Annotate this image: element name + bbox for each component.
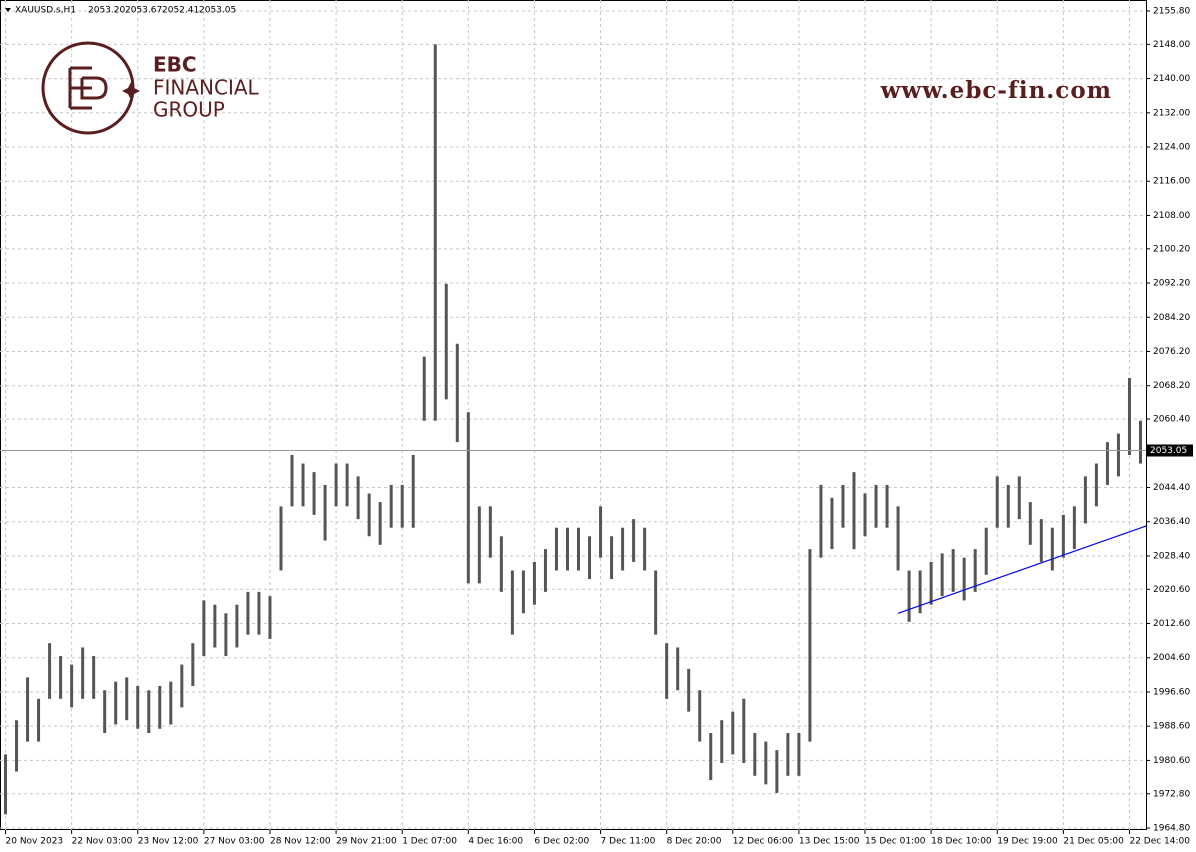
x-tick-label: 7 Dec 11:00 <box>601 837 656 847</box>
y-tick-label: 1996.60 <box>1153 687 1190 697</box>
ohlc-value: 2053.20 <box>88 6 125 16</box>
x-tick-label: 13 Dec 15:00 <box>799 837 860 847</box>
x-tick-label: 1 Dec 07:00 <box>402 837 457 847</box>
logo-mark <box>68 66 108 110</box>
logo: EBC FINANCIAL GROUP <box>41 41 260 135</box>
x-tick-label: 23 Nov 12:00 <box>138 837 199 847</box>
last-price-label: 2053.05 <box>1150 446 1187 456</box>
y-tick-label: 2155.80 <box>1153 6 1190 16</box>
x-tick-label: 22 Dec 14:00 <box>1129 837 1190 847</box>
x-tick-label: 4 Dec 16:00 <box>468 837 523 847</box>
y-tick-label: 2076.20 <box>1153 347 1190 357</box>
y-tick-label: 2084.20 <box>1153 313 1190 323</box>
ohlc-value: 2052.41 <box>162 6 199 16</box>
x-tick-label: 19 Dec 19:00 <box>997 837 1058 847</box>
y-tick-label: 2148.00 <box>1153 40 1190 50</box>
symbol-arrow <box>5 8 11 12</box>
y-tick-label: 2116.00 <box>1153 177 1190 187</box>
y-tick-label: 2100.20 <box>1153 244 1190 254</box>
x-tick-label: 22 Nov 03:00 <box>72 837 133 847</box>
y-tick-label: 1980.60 <box>1153 756 1190 766</box>
y-tick-label: 1972.80 <box>1153 789 1190 799</box>
ohlc-header: 2053.20 2053.67 2052.41 2053.05 <box>88 6 236 16</box>
x-tick-label: 6 Dec 02:00 <box>534 837 589 847</box>
y-tick-label: 2068.20 <box>1153 381 1190 391</box>
ohlc-value: 2053.67 <box>125 6 162 16</box>
y-tick-label: 2108.00 <box>1153 211 1190 221</box>
marks <box>0 44 1147 815</box>
y-tick-label: 2028.40 <box>1153 551 1190 561</box>
brand-line: FINANCIAL <box>153 76 260 100</box>
x-tick-label: 8 Dec 20:00 <box>667 837 722 847</box>
trendline <box>897 525 1147 614</box>
ohlc-value: 2053.05 <box>199 6 236 16</box>
x-tick-label: 28 Nov 12:00 <box>270 837 331 847</box>
y-tick-label: 2012.60 <box>1153 619 1190 629</box>
x-tick-label: 18 Dec 10:00 <box>931 837 992 847</box>
grid <box>0 0 1146 830</box>
x-tick-label: 15 Dec 01:00 <box>865 837 926 847</box>
logo-star <box>122 82 140 100</box>
x-tick-label: 29 Nov 21:00 <box>336 837 397 847</box>
y-tick-label: 2132.00 <box>1153 108 1190 118</box>
y-tick-label: 2140.00 <box>1153 74 1190 84</box>
y-tick-label: 2020.60 <box>1153 585 1190 595</box>
last-price-box <box>1147 444 1193 457</box>
x-tick-label: 12 Dec 06:00 <box>733 837 794 847</box>
x-tick-label: 27 Nov 03:00 <box>204 837 265 847</box>
brand-line: GROUP <box>153 98 225 122</box>
y-tick-label: 2124.00 <box>1153 143 1190 153</box>
y-tick-label: 2044.40 <box>1153 483 1190 493</box>
y-tick-label: 2060.40 <box>1153 415 1190 425</box>
plot-frame <box>0 0 1147 830</box>
y-tick-label: 1988.60 <box>1153 722 1190 732</box>
brand-name: EBC <box>153 53 197 77</box>
x-tick-label: 21 Dec 05:00 <box>1063 837 1124 847</box>
y-tick-label: 2004.60 <box>1153 653 1190 663</box>
brand-url: www.ebc-fin.com <box>880 77 1112 104</box>
x-tick-label: 20 Nov 2023 <box>6 837 64 847</box>
y-tick-label: 2092.20 <box>1153 279 1190 289</box>
symbol: XAUUSD.s,H1 <box>15 6 76 16</box>
y-tick-label: 1964.80 <box>1153 823 1190 833</box>
y-tick-label: 2036.40 <box>1153 517 1190 527</box>
